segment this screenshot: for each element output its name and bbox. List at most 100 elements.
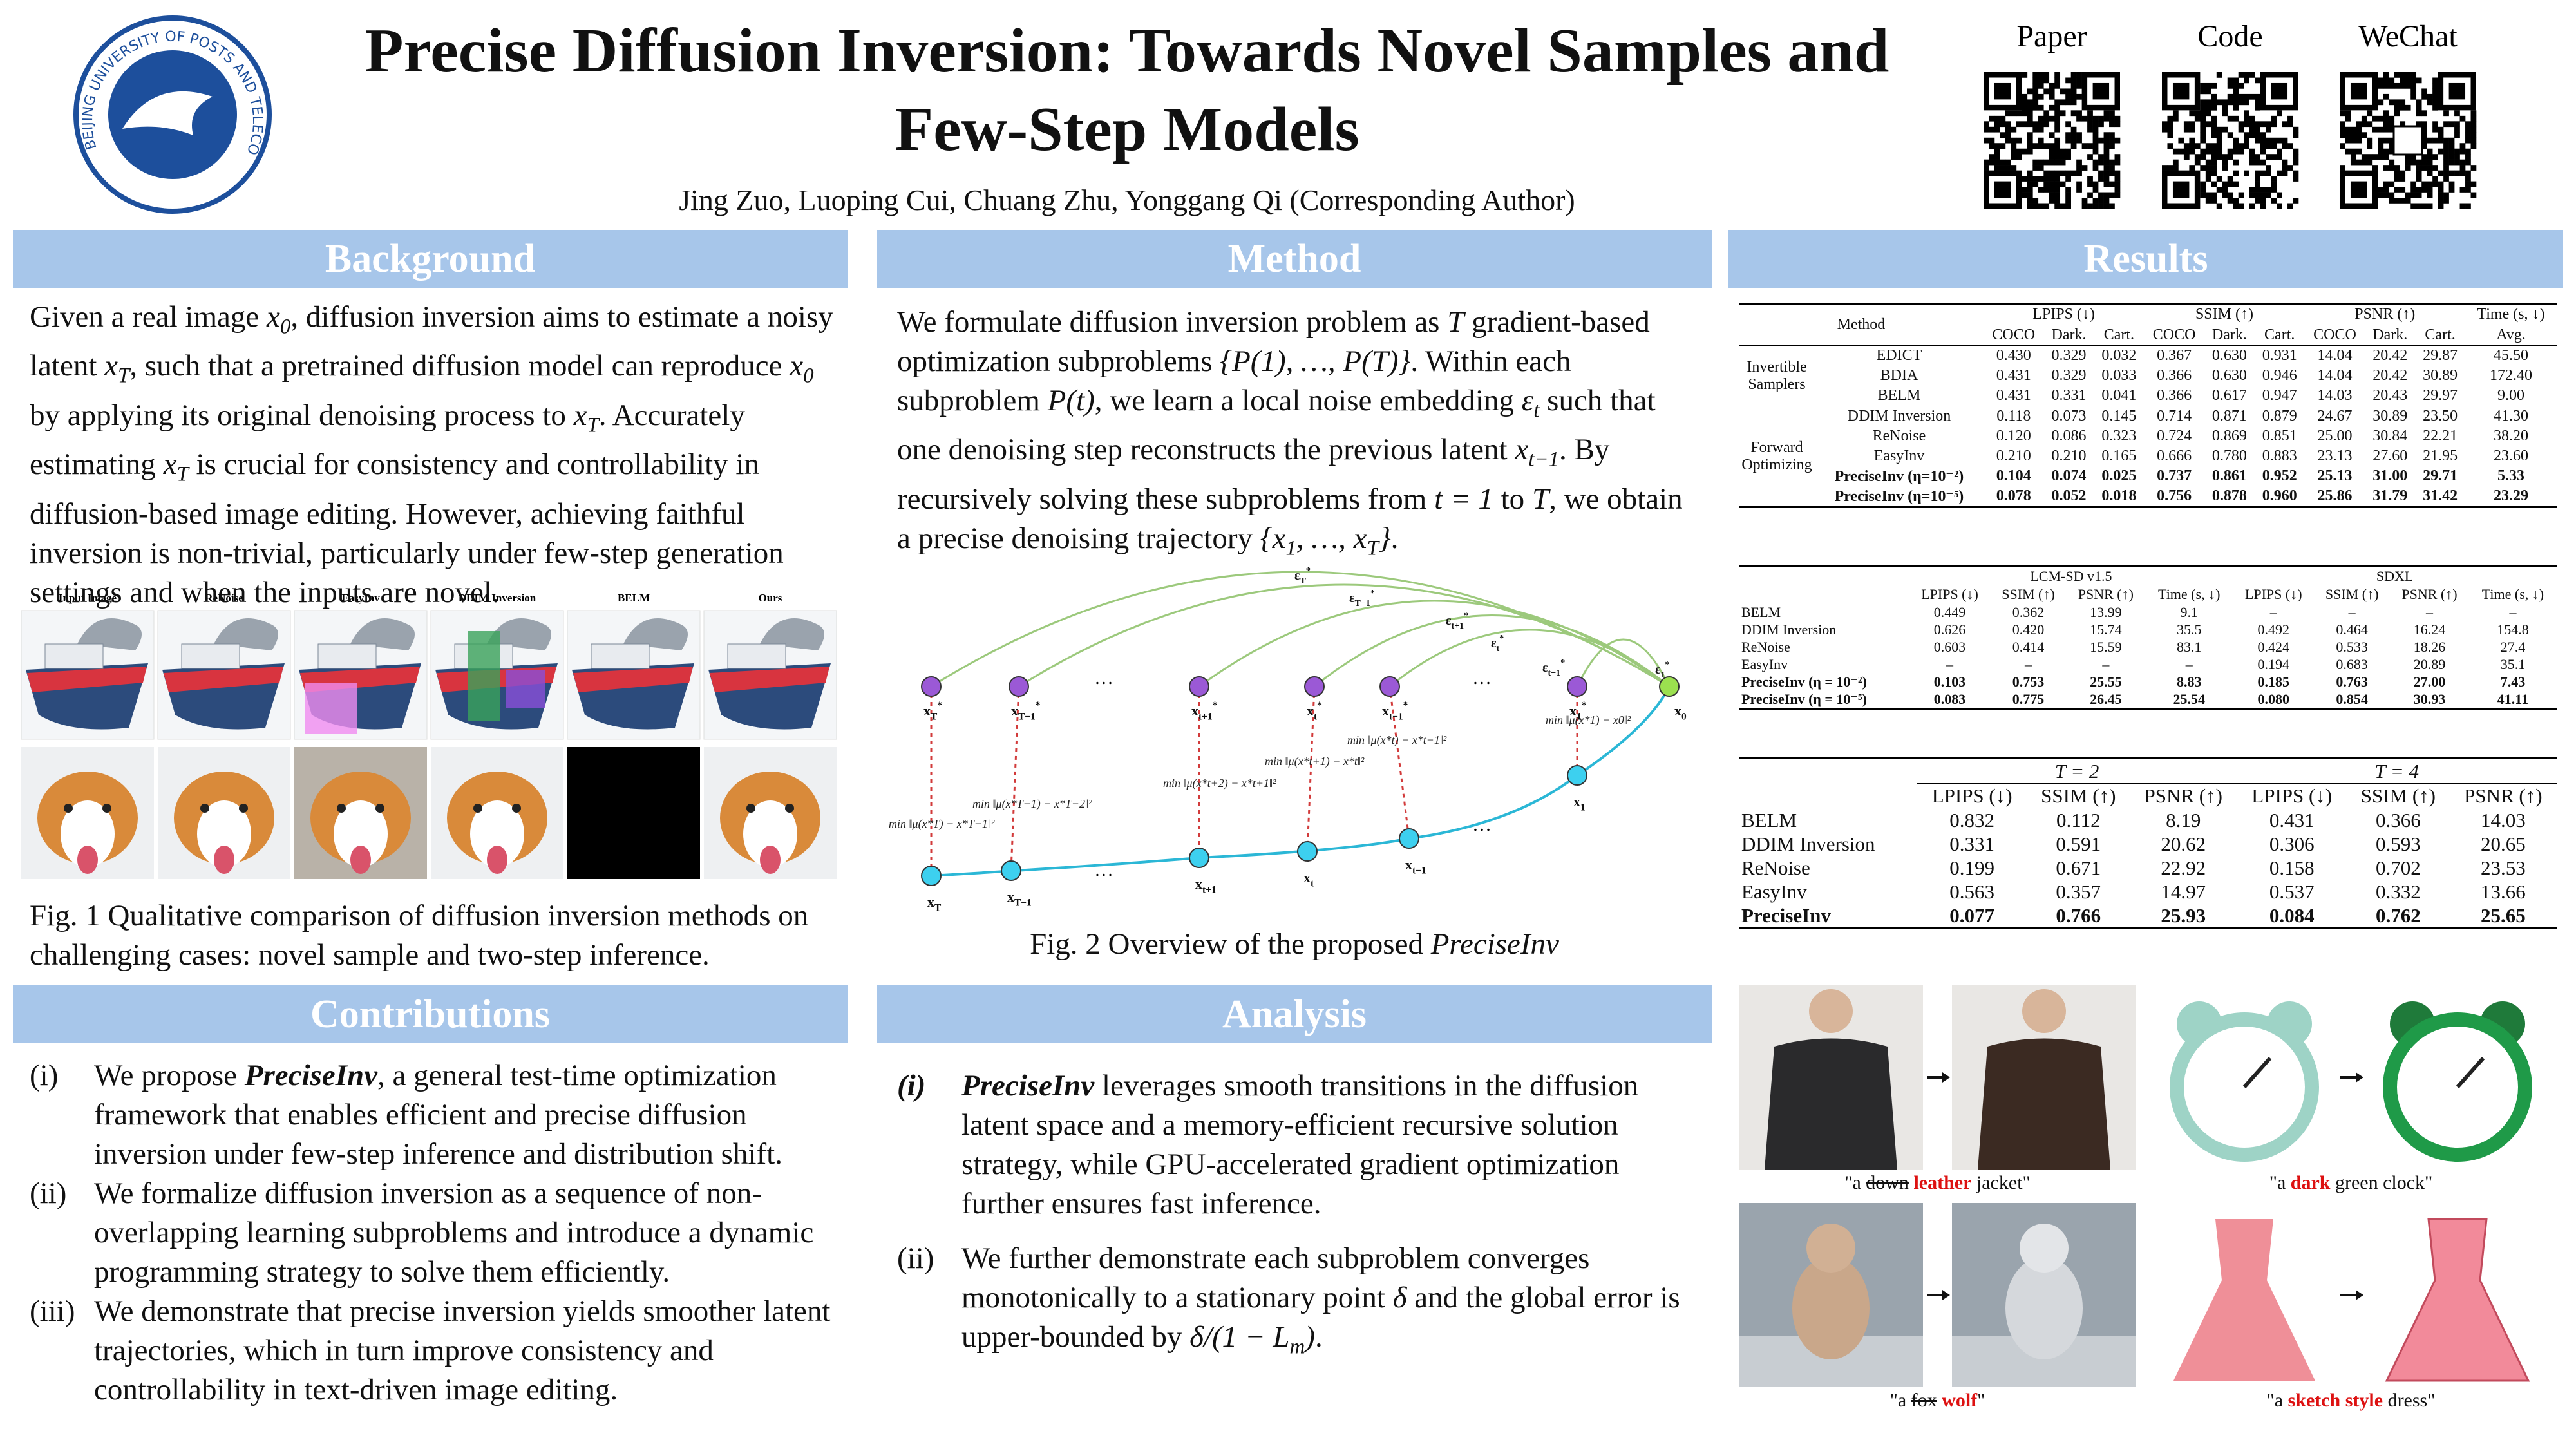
table-row: EasyInv 0.210 0.210 0.165 0.666 0.780 0.883 23.… — [1739, 446, 2557, 466]
qr-module — [2233, 93, 2239, 100]
edit-caption: "a dark green clock" — [2152, 1172, 2550, 1194]
table-cell: 29.97 — [2423, 387, 2458, 404]
table-cell: PreciseInv (η = 10⁻⁵) — [1739, 690, 1909, 710]
qr-module — [2249, 192, 2255, 198]
qr-module — [2271, 198, 2277, 204]
qr-module — [2340, 132, 2345, 138]
qr-module — [2016, 121, 2022, 128]
photo-jacket — [1765, 1038, 1897, 1170]
qr-module — [2233, 88, 2239, 95]
qr-module — [1989, 137, 1995, 144]
qr-finder — [2350, 181, 2367, 198]
qr-module — [2076, 159, 2082, 166]
qr-module — [2087, 110, 2093, 117]
qr-module — [2277, 203, 2282, 209]
qr-module — [2421, 154, 2427, 160]
node-label: xt* — [1307, 700, 1322, 723]
qr-module — [2244, 170, 2249, 176]
qr-module — [2345, 137, 2351, 144]
table-cell: 0.630 — [2211, 367, 2247, 384]
qr-module — [2054, 181, 2061, 187]
qr-module — [2249, 148, 2255, 155]
qr-module — [2162, 165, 2168, 171]
qr-module — [2356, 121, 2362, 128]
table-main: Method LPIPS (↓) SSIM (↑) PSNR (↑) Time (s, … — [1739, 303, 2557, 508]
table-cell: 0.671 — [2056, 856, 2101, 879]
qr-module — [2448, 148, 2455, 155]
qr-module — [2000, 143, 2006, 149]
qr-module — [2470, 137, 2477, 144]
qr-module — [2438, 192, 2444, 198]
qr-module — [2189, 126, 2195, 133]
qr-module — [2060, 99, 2066, 106]
qr-module — [2367, 159, 2373, 166]
qr-module — [2103, 159, 2110, 166]
math-subscript: t — [1533, 399, 1540, 422]
qr-module — [2421, 121, 2427, 128]
qr-module — [2109, 137, 2115, 144]
qr-module — [2249, 132, 2255, 138]
qr-module — [2405, 154, 2411, 160]
qr-module — [2340, 143, 2345, 149]
table-cell: 0.492 — [2257, 621, 2289, 638]
qr-module — [2211, 154, 2217, 160]
qr-module — [2183, 148, 2190, 155]
qr-module — [2216, 99, 2222, 106]
qr-module — [2356, 148, 2362, 155]
item-number: (i) — [897, 1069, 926, 1103]
table-cell: 0.323 — [2101, 428, 2137, 444]
table-cell: 25.86 — [2304, 486, 2365, 508]
table-cell: Forward Optimizing — [1739, 406, 1815, 508]
table-cell: 23.29 — [2465, 486, 2557, 508]
label-sub: T−1 — [1355, 599, 1370, 609]
qr-finder — [1994, 82, 2011, 100]
qr-module — [2065, 148, 2071, 155]
qr-module — [2092, 198, 2099, 204]
qr-module — [2027, 181, 2033, 187]
qr-module — [2410, 154, 2417, 160]
qr-module — [2027, 192, 2033, 198]
label-base: x — [1569, 703, 1577, 719]
qr-module — [2255, 126, 2260, 133]
table-cell: 0.603 — [1933, 638, 1966, 655]
qr-module — [2005, 165, 2011, 171]
qr-module — [2454, 110, 2460, 117]
node-label: εt+1* — [1446, 611, 1468, 631]
latent-node — [1399, 828, 1419, 849]
table-cell: 0.630 — [2204, 345, 2255, 366]
table-cell: EDICT — [1815, 345, 1984, 366]
qr-module — [1994, 121, 2000, 128]
table-cell: EasyInv — [1873, 448, 1925, 464]
figure-column-label: Ours — [759, 592, 782, 604]
qr-module — [2060, 88, 2066, 95]
label-sup: * — [1582, 700, 1587, 711]
qr-module — [2211, 126, 2217, 133]
table-cell: 0.210 — [1996, 448, 2031, 464]
table-cell: COCO — [2304, 325, 2365, 346]
qr-module — [2189, 110, 2195, 117]
qr-module — [2167, 165, 2174, 171]
qr-module — [2400, 72, 2406, 78]
label-sub: t+1 — [1202, 885, 1217, 896]
qr-module — [2394, 82, 2400, 89]
qr-module — [2389, 82, 2395, 89]
qr-module — [2427, 137, 2433, 144]
qr-module — [2000, 115, 2006, 122]
qr-module — [2065, 93, 2071, 100]
qr-module — [2345, 126, 2351, 133]
table-cell: 9.1 — [2145, 603, 2233, 621]
boat-cabin — [181, 643, 240, 669]
qr-module — [2194, 143, 2201, 149]
qr-module — [2022, 192, 2028, 198]
qr-module — [2459, 165, 2466, 171]
latent-node — [1189, 848, 1209, 868]
qr-module — [2200, 99, 2206, 106]
qr-module — [2054, 187, 2061, 193]
qr-module — [2114, 159, 2121, 166]
qr-module — [2205, 143, 2211, 149]
qr-module — [2092, 121, 2099, 128]
table-row: DDIM Inversion 0.626 0.420 15.74 35.5 0.492 0.… — [1739, 621, 2557, 638]
item-number: (iii) — [30, 1294, 75, 1328]
label-sub: T — [934, 903, 942, 914]
